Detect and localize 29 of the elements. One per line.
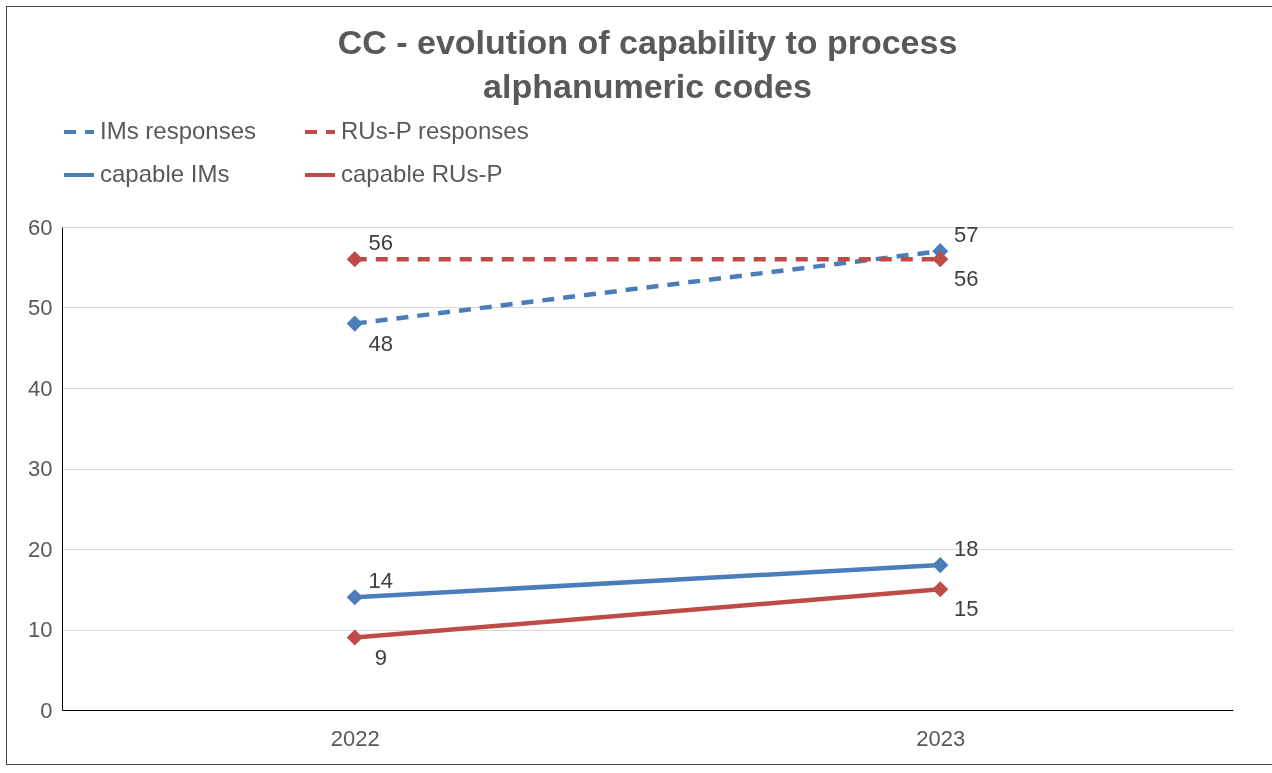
point <box>346 629 363 646</box>
y-tick-label: 10 <box>28 617 53 642</box>
y-tick-label: 0 <box>40 697 53 723</box>
point <box>932 581 949 598</box>
legend-label: IMs responses <box>100 117 257 144</box>
data-label: 18 <box>954 536 979 562</box>
point <box>346 315 363 332</box>
point <box>346 251 363 268</box>
chart-title: CC - evolution of capability to process alphanumeric codes <box>337 23 958 105</box>
point <box>932 251 949 268</box>
x-tick-label: 2022 <box>330 725 380 751</box>
data-label: 48 <box>368 330 393 356</box>
y-tick-label: 60 <box>28 214 53 240</box>
data-label: 56 <box>368 230 393 256</box>
data-label: 15 <box>954 596 979 622</box>
data-label: 14 <box>368 568 393 594</box>
y-tick-label: 30 <box>28 456 53 481</box>
y-tick-label: 20 <box>28 536 53 562</box>
legend-label: capable RUs-P <box>341 160 503 187</box>
data-label: 56 <box>954 266 979 292</box>
y-tick-label: 40 <box>28 375 53 401</box>
legend-label: RUs-P responses <box>341 117 529 144</box>
y-tick-label: 50 <box>28 295 53 320</box>
x-tick-label: 2023 <box>916 725 966 751</box>
data-label: 57 <box>954 222 979 248</box>
point <box>932 557 949 574</box>
legend-label: capable IMs <box>100 160 230 187</box>
point <box>346 589 363 606</box>
data-label: 9 <box>374 644 387 670</box>
